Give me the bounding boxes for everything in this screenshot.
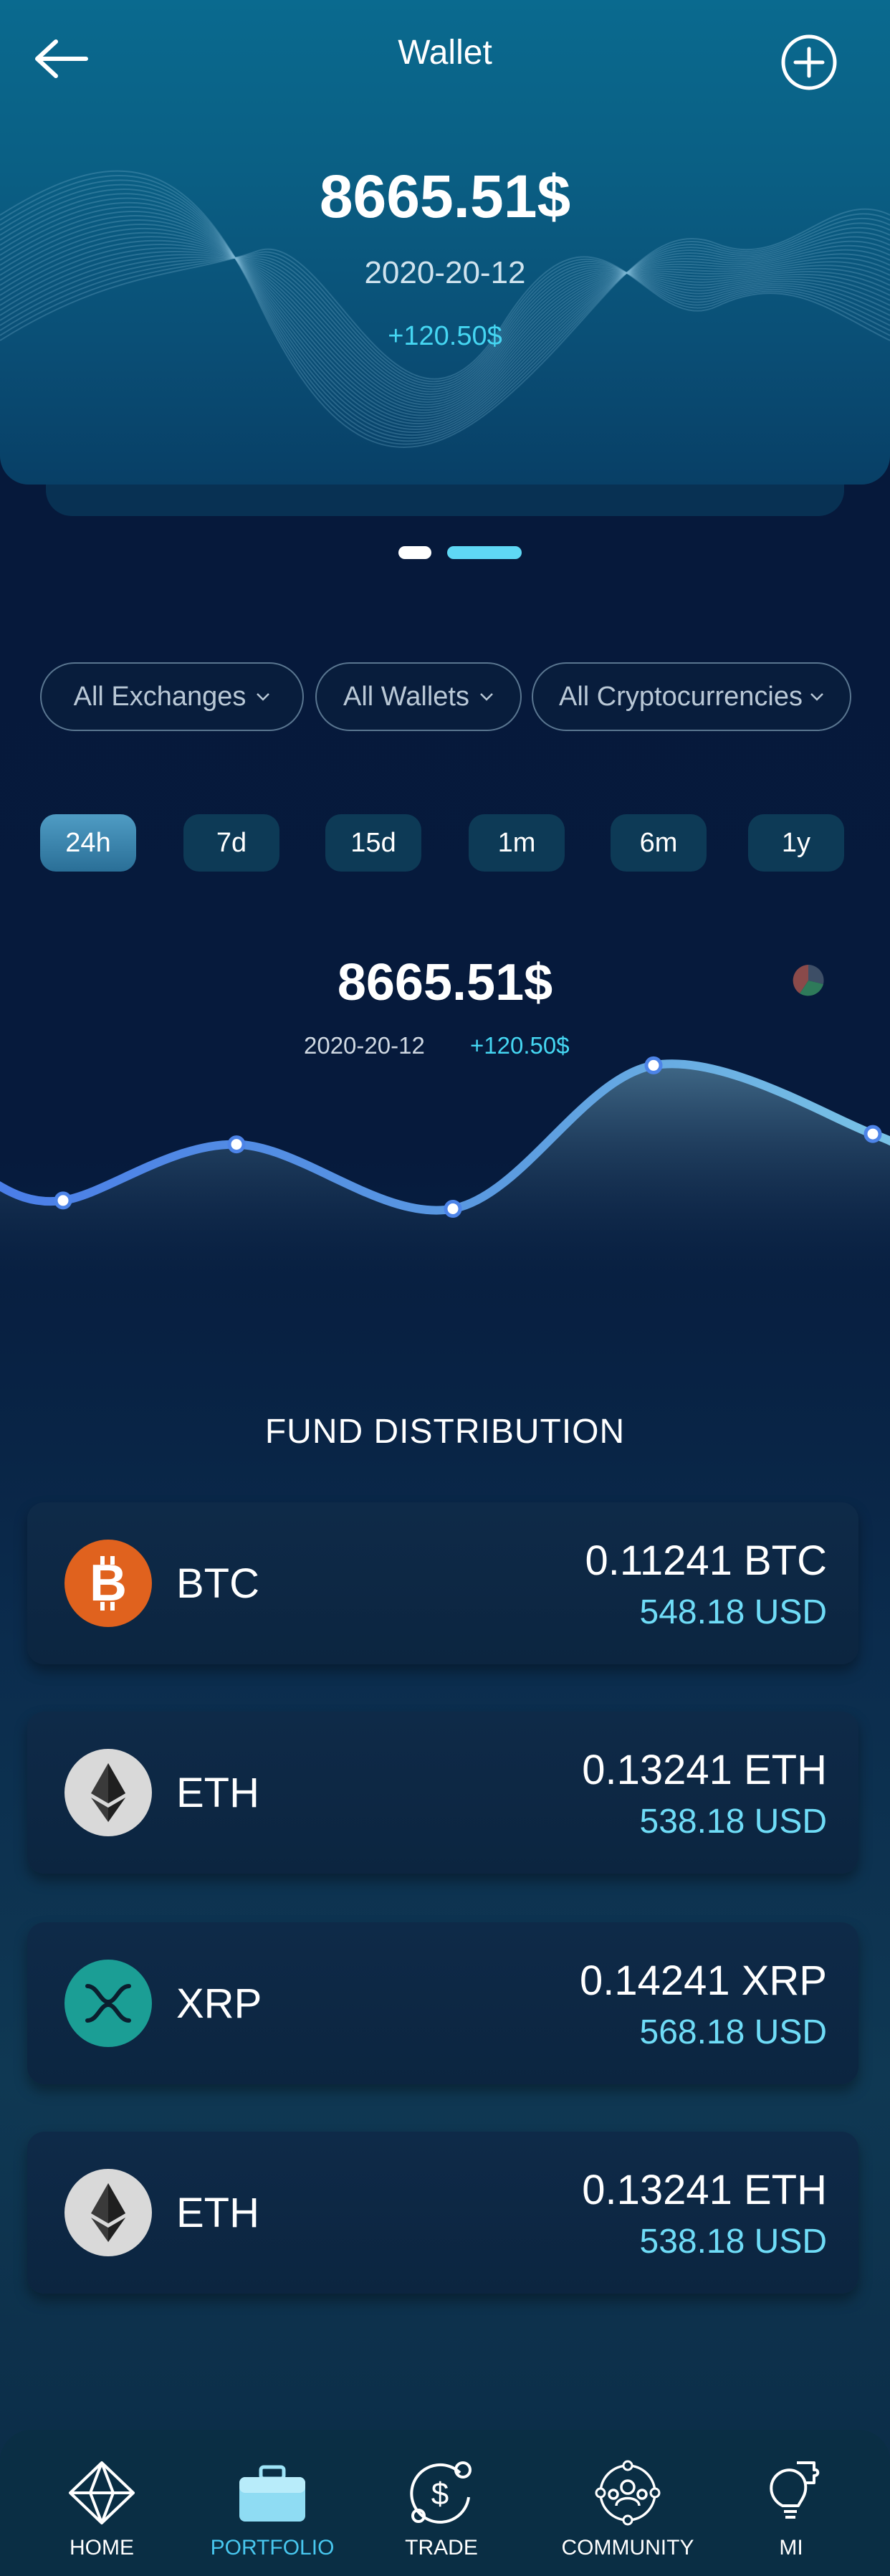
crypto-filter-label: All Cryptocurrencies bbox=[559, 681, 803, 712]
coin-usd-value: 568.18 USD bbox=[639, 2013, 828, 2051]
trade-dollar-icon: $ bbox=[410, 2461, 472, 2524]
chart-point-0[interactable] bbox=[54, 1191, 72, 1210]
lightbulb-puzzle-icon bbox=[770, 2461, 820, 2519]
nav-trade-label: TRADE bbox=[405, 2536, 478, 2560]
home-diamond-icon bbox=[69, 2461, 135, 2524]
tab-1y[interactable]: 1y bbox=[748, 814, 844, 872]
fund-distribution-title: FUND DISTRIBUTION bbox=[264, 1413, 626, 1451]
chevron-down-icon bbox=[257, 693, 270, 701]
chart-point-3[interactable] bbox=[644, 1056, 663, 1074]
nav-portfolio-label: PORTFOLIO bbox=[210, 2536, 335, 2560]
tab-7d[interactable]: 7d bbox=[183, 814, 279, 872]
nav-community[interactable]: COMMUNITY bbox=[556, 2458, 699, 2560]
xrp-icon bbox=[64, 1960, 152, 2047]
nav-mi[interactable]: MI bbox=[719, 2458, 863, 2560]
chart-balance: 8665.51$ bbox=[337, 954, 553, 1011]
fund-card-xrp[interactable]: XRP 0.14241 XRP 568.18 USD bbox=[27, 1922, 858, 2084]
balance-change: +120.50$ bbox=[388, 321, 502, 351]
chart-date: 2020-20-12 bbox=[304, 1032, 425, 1059]
ethereum-icon bbox=[64, 1749, 152, 1836]
bitcoin-icon: B bbox=[64, 1540, 152, 1627]
fund-card-btc[interactable]: B BTC 0.11241 BTC 548.18 USD bbox=[27, 1502, 858, 1664]
wallet-filter-label: All Wallets bbox=[343, 681, 469, 712]
coin-symbol: XRP bbox=[176, 1980, 262, 2027]
wallet-filter-dropdown[interactable]: All Wallets bbox=[315, 662, 522, 731]
exchange-filter-label: All Exchanges bbox=[73, 681, 247, 712]
wave-pattern-background bbox=[0, 170, 890, 448]
balance-date: 2020-20-12 bbox=[364, 255, 526, 290]
wallet-header-card[interactable]: Wallet 8665.51$ 2020-20-12 +120.50$ bbox=[0, 0, 890, 485]
community-icon bbox=[595, 2460, 661, 2526]
tab-24h[interactable]: 24h bbox=[40, 814, 136, 872]
tab-6m[interactable]: 6m bbox=[611, 814, 707, 872]
svg-text:$: $ bbox=[431, 2476, 449, 2511]
chart-area-fill bbox=[0, 1064, 890, 1304]
chart-change: +120.50$ bbox=[470, 1032, 570, 1059]
coin-amount: 0.14241 XRP bbox=[579, 1957, 827, 2004]
briefcase-icon bbox=[239, 2465, 305, 2522]
nav-home[interactable]: HOME bbox=[30, 2458, 173, 2560]
add-circle-icon[interactable] bbox=[780, 33, 838, 92]
nav-community-label: COMMUNITY bbox=[561, 2536, 694, 2560]
page-indicator-dot[interactable] bbox=[398, 546, 431, 559]
nav-trade[interactable]: $ TRADE bbox=[370, 2458, 513, 2560]
coin-usd-value: 538.18 USD bbox=[639, 1803, 828, 1841]
fund-card-eth[interactable]: ETH 0.13241 ETH 538.18 USD bbox=[27, 1712, 858, 1874]
wallet-balance: 8665.51$ bbox=[319, 163, 571, 230]
chevron-down-icon bbox=[480, 693, 493, 701]
coin-symbol: BTC bbox=[176, 1560, 259, 1607]
tab-1m[interactable]: 1m bbox=[469, 814, 565, 872]
coin-amount: 0.13241 ETH bbox=[582, 2167, 827, 2213]
chart-point-4[interactable] bbox=[863, 1125, 882, 1143]
nav-mi-label: MI bbox=[779, 2536, 803, 2560]
pie-chart-icon[interactable] bbox=[791, 963, 826, 998]
back-arrow-icon[interactable] bbox=[33, 36, 90, 82]
coin-usd-value: 548.18 USD bbox=[639, 1593, 828, 1631]
page-indicator-active[interactable] bbox=[447, 546, 522, 559]
nav-portfolio[interactable]: PORTFOLIO bbox=[201, 2458, 344, 2560]
chart-point-2[interactable] bbox=[444, 1200, 462, 1218]
svg-text:B: B bbox=[90, 1555, 127, 1612]
coin-amount: 0.13241 ETH bbox=[582, 1747, 827, 1793]
coin-symbol: ETH bbox=[176, 2190, 259, 2236]
nav-home-label: HOME bbox=[70, 2536, 134, 2560]
chart-point-1[interactable] bbox=[227, 1135, 246, 1154]
tab-15d[interactable]: 15d bbox=[325, 814, 421, 872]
coin-amount: 0.11241 BTC bbox=[585, 1537, 827, 1584]
fund-card-eth-2[interactable]: ETH 0.13241 ETH 538.18 USD bbox=[27, 2132, 858, 2294]
coin-symbol: ETH bbox=[176, 1770, 259, 1816]
balance-line-chart[interactable] bbox=[0, 1003, 890, 1304]
chevron-down-icon bbox=[810, 693, 823, 701]
coin-usd-value: 538.18 USD bbox=[639, 2223, 828, 2261]
crypto-filter-dropdown[interactable]: All Cryptocurrencies bbox=[532, 662, 851, 731]
exchange-filter-dropdown[interactable]: All Exchanges bbox=[40, 662, 304, 731]
bottom-navigation: HOME PORTFOLIO $ TRADE bbox=[0, 2430, 890, 2576]
ethereum-icon bbox=[64, 2169, 152, 2256]
page-title: Wallet bbox=[398, 34, 492, 72]
